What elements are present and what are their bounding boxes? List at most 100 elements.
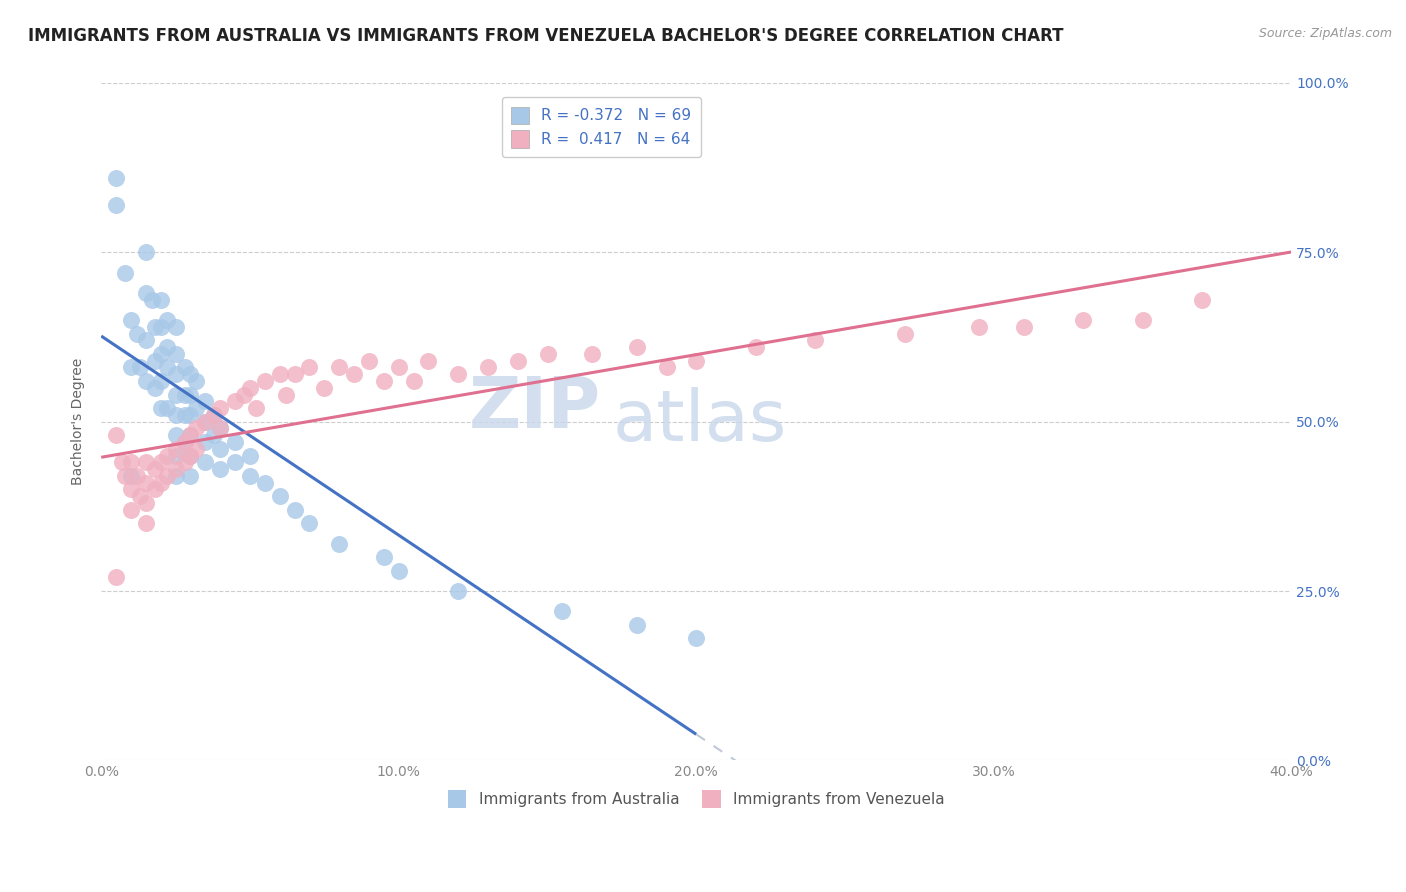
Point [173,408,195,422]
Point [179,428,201,442]
Point [328,536,350,550]
Point [120,502,142,516]
Point [165,347,187,361]
Point [893,326,915,341]
Point [105,428,128,442]
Point [135,455,157,469]
Point [135,245,157,260]
Point [626,618,648,632]
Point [135,334,157,348]
Point [173,455,195,469]
Point [156,360,179,375]
Y-axis label: Bachelor's Degree: Bachelor's Degree [72,358,86,485]
Point [239,468,262,483]
Point [1132,313,1154,327]
Point [224,434,246,449]
Point [165,319,187,334]
Text: IMMIGRANTS FROM AUSTRALIA VS IMMIGRANTS FROM VENEZUELA BACHELOR'S DEGREE CORRELA: IMMIGRANTS FROM AUSTRALIA VS IMMIGRANTS … [28,27,1063,45]
Point [284,368,307,382]
Point [209,442,232,456]
Point [373,374,395,388]
Point [506,353,529,368]
Point [125,468,148,483]
Point [745,340,768,354]
Point [202,428,225,442]
Point [141,293,163,307]
Point [233,387,256,401]
Point [253,374,276,388]
Point [447,368,470,382]
Point [165,442,187,456]
Point [111,455,134,469]
Point [209,421,232,435]
Point [105,198,128,212]
Point [179,408,201,422]
Point [156,401,179,416]
Point [388,564,411,578]
Point [194,394,217,409]
Point [536,347,558,361]
Point [179,368,201,382]
Point [120,468,142,483]
Point [165,449,187,463]
Point [655,360,678,375]
Point [120,455,142,469]
Point [418,353,440,368]
Point [135,516,157,531]
Point [373,550,395,565]
Point [343,368,366,382]
Point [626,340,648,354]
Point [269,368,291,382]
Point [179,387,201,401]
Point [194,415,217,429]
Point [551,604,574,618]
Point [186,421,208,435]
Point [179,449,201,463]
Point [209,401,232,416]
Text: Source: ZipAtlas.com: Source: ZipAtlas.com [1258,27,1392,40]
Point [209,462,232,476]
Point [967,319,990,334]
Point [298,360,321,375]
Point [581,347,603,361]
Point [224,394,246,409]
Point [156,449,179,463]
Point [173,360,195,375]
Point [143,483,166,497]
Point [165,408,187,422]
Point [357,353,380,368]
Point [120,483,142,497]
Point [165,468,187,483]
Point [388,360,411,375]
Point [173,434,195,449]
Point [135,285,157,300]
Point [149,374,172,388]
Point [135,496,157,510]
Point [284,502,307,516]
Point [114,266,136,280]
Point [120,313,142,327]
Point [179,449,201,463]
Point [685,632,707,646]
Point [149,293,172,307]
Point [447,584,470,599]
Point [143,319,166,334]
Text: atlas: atlas [613,387,787,456]
Point [165,387,187,401]
Point [135,374,157,388]
Point [328,360,350,375]
Point [165,368,187,382]
Point [685,353,707,368]
Point [186,374,208,388]
Point [239,449,262,463]
Point [194,415,217,429]
Point [179,468,201,483]
Point [804,334,827,348]
Point [194,455,217,469]
Point [149,319,172,334]
Point [105,570,128,584]
Point [253,475,276,490]
Point [156,313,179,327]
Point [105,170,128,185]
Point [149,475,172,490]
